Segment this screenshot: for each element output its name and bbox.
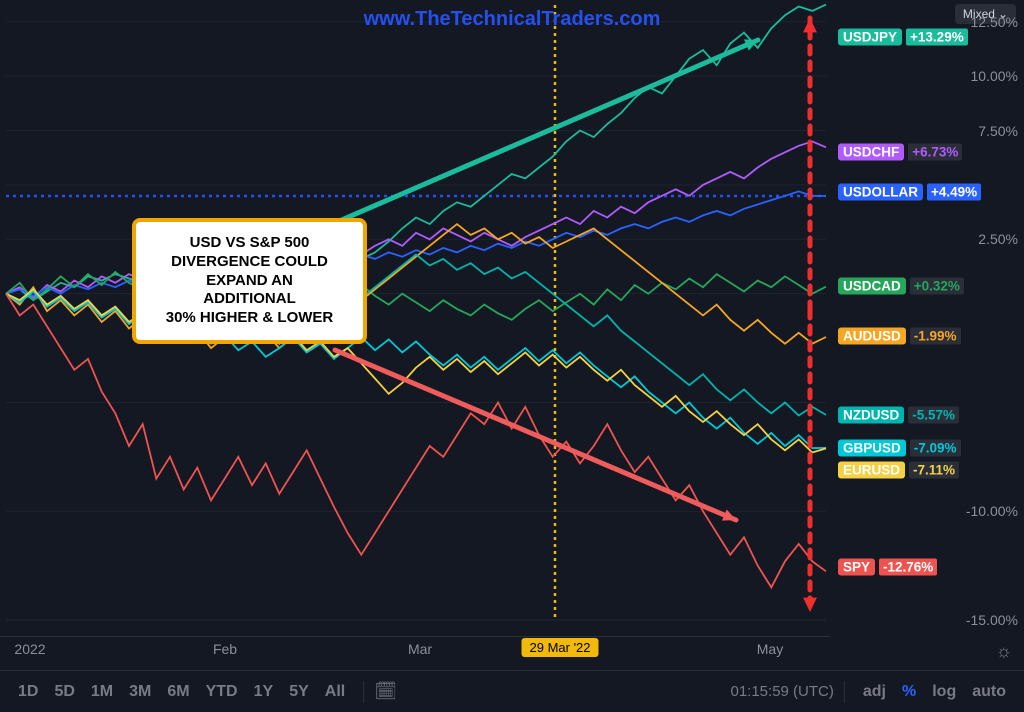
legend-USDCHF[interactable]: USDCHF+6.73%: [832, 142, 968, 163]
legend-NZDUSD[interactable]: NZDUSD-5.57%: [832, 405, 965, 426]
y-tick: 2.50%: [978, 231, 1018, 247]
chart-area: www.TheTechnicalTraders.com Mixed ⌄ USD …: [0, 0, 1024, 640]
calendar-icon[interactable]: 🗓: [374, 681, 397, 702]
timeframe-5D[interactable]: 5D: [46, 679, 82, 704]
x-tick: Mar: [408, 641, 432, 657]
timeframe-5Y[interactable]: 5Y: [281, 679, 317, 704]
legend-USDJPY[interactable]: USDJPY+13.29%: [832, 27, 974, 48]
watermark-url: www.TheTechnicalTraders.com: [364, 8, 661, 31]
y-tick: 10.00%: [971, 68, 1018, 84]
red-dashed-down: [803, 310, 817, 612]
y-tick: -15.00%: [966, 612, 1018, 628]
series-USDCHF: [6, 141, 826, 298]
timeframe-1M[interactable]: 1M: [83, 679, 121, 704]
divider: [363, 681, 364, 703]
x-axis-highlight: 29 Mar '22: [521, 638, 598, 657]
y-tick: 7.50%: [978, 123, 1018, 139]
legend-AUDUSD[interactable]: AUDUSD-1.99%: [832, 326, 967, 347]
red-dashed-up: [803, 18, 817, 310]
legend-SPY[interactable]: SPY-12.76%: [832, 557, 943, 578]
x-tick: May: [757, 641, 783, 657]
gear-icon[interactable]: ☼: [996, 641, 1013, 662]
timeframe-YTD[interactable]: YTD: [198, 679, 246, 704]
series-SPY: [6, 294, 826, 588]
timeframe-All[interactable]: All: [317, 679, 353, 704]
timeframe-1D[interactable]: 1D: [10, 679, 46, 704]
bottom-toolbar: 1D5D1M3M6MYTD1Y5YAll 🗓 01:15:59 (UTC) ad…: [0, 670, 1024, 712]
legend-USDOLLAR[interactable]: USDOLLAR+4.49%: [832, 182, 987, 203]
x-axis[interactable]: 2022 Feb Mar May 29 Mar '22: [0, 636, 830, 664]
option-adj[interactable]: adj: [855, 679, 894, 704]
y-tick: 12.50%: [971, 14, 1018, 30]
divider: [844, 681, 845, 703]
option-%[interactable]: %: [894, 679, 924, 704]
series-USDOLLAR: [6, 191, 826, 296]
timeframe-3M[interactable]: 3M: [121, 679, 159, 704]
clock-time: 01:15:59 (UTC): [730, 683, 833, 700]
legend-EURUSD[interactable]: EURUSD-7.11%: [832, 460, 965, 481]
y-tick: -10.00%: [966, 503, 1018, 519]
series-USDCAD: [6, 270, 826, 320]
down-arrow-red: [335, 350, 736, 521]
x-tick: 2022: [14, 641, 45, 657]
timeframe-6M[interactable]: 6M: [159, 679, 197, 704]
legend-USDCAD[interactable]: USDCAD+0.32%: [832, 276, 970, 297]
option-auto[interactable]: auto: [964, 679, 1014, 704]
timeframe-1Y[interactable]: 1Y: [246, 679, 282, 704]
option-log[interactable]: log: [924, 679, 964, 704]
y-axis[interactable]: -15.00%-10.00%2.50%7.50%10.00%12.50%: [948, 0, 1018, 620]
x-tick: Feb: [213, 641, 237, 657]
chart-plot[interactable]: [0, 0, 830, 625]
legend-GBPUSD[interactable]: GBPUSD-7.09%: [832, 438, 967, 459]
series-EURUSD: [6, 289, 826, 452]
annotation-callout[interactable]: USD VS S&P 500DIVERGENCE COULDEXPAND ANA…: [132, 218, 367, 344]
